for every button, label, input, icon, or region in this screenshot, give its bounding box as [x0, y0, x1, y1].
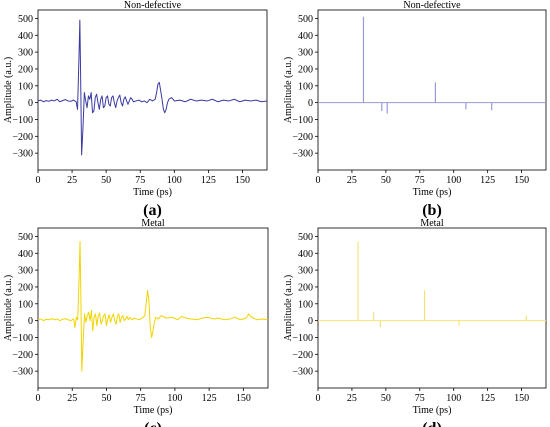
y-tick-label: −100 — [292, 333, 313, 344]
x-tick-label: 50 — [101, 393, 111, 404]
plot-frame — [37, 227, 269, 389]
y-tick-label: 0 — [308, 316, 313, 327]
panel-label: (b) — [422, 202, 442, 219]
y-tick-label: −300 — [292, 149, 313, 160]
chart-panel-c: Metal 500 400 300 200 100 0 −100 −200 −300 0 25 50 75… — [3, 218, 269, 427]
y-tick-label: 100 — [18, 81, 33, 92]
y-tick-label: 100 — [298, 299, 313, 310]
y-tick-label: 500 — [298, 14, 313, 25]
y-tick-label: −100 — [292, 115, 313, 126]
y-tick-label: 400 — [298, 249, 313, 260]
y-tick-label: 500 — [298, 232, 313, 243]
x-tick-label: 100 — [167, 175, 182, 186]
x-axis-label: Time (ps) — [413, 187, 452, 198]
y-axis-label: Amplitude (a.u.) — [3, 275, 14, 341]
x-tick-label: 75 — [415, 175, 425, 186]
y-axis-label: Amplitude (a.u.) — [3, 57, 14, 123]
y-axis-label: Amplitude (a.u.) — [283, 57, 294, 123]
panel-label: (c) — [144, 420, 162, 427]
series-line — [37, 240, 269, 372]
x-tick-label: 0 — [36, 175, 41, 186]
y-tick-label: −300 — [292, 367, 313, 378]
y-tick-label: 200 — [18, 282, 33, 293]
y-tick-label: 300 — [298, 48, 313, 59]
plot-frame — [37, 9, 268, 171]
x-tick-label: 100 — [446, 393, 461, 404]
x-tick-label: 75 — [415, 393, 425, 404]
chart-panel-b: Non-defective5004003002001000−100−200−30… — [283, 0, 547, 219]
x-axis-label: Time (ps) — [133, 187, 172, 198]
y-tick-label: 200 — [298, 282, 313, 293]
y-tick-label: 400 — [18, 31, 33, 42]
x-tick-label: 125 — [480, 393, 495, 404]
chart-title: Non-defective — [124, 0, 182, 11]
chart-title: Non-defective — [403, 0, 461, 11]
y-tick-label: 100 — [298, 81, 313, 92]
y-tick-label: −100 — [12, 115, 33, 126]
y-tick-label: 500 — [18, 14, 33, 25]
x-tick-label: 25 — [347, 175, 357, 186]
x-tick-label: 0 — [36, 393, 41, 404]
x-tick-label: 150 — [514, 393, 529, 404]
x-tick-label: 125 — [202, 393, 217, 404]
x-tick-label: 150 — [514, 175, 529, 186]
y-tick-label: 100 — [18, 299, 33, 310]
x-axis-label: Time (ps) — [134, 405, 173, 416]
y-tick-label: 400 — [18, 249, 33, 260]
y-tick-label: −200 — [292, 350, 313, 361]
x-axis-label: Time (ps) — [413, 405, 452, 416]
x-tick-label: 25 — [347, 393, 357, 404]
y-tick-label: 200 — [298, 64, 313, 75]
x-tick-label: 50 — [101, 175, 111, 186]
y-tick-label: 0 — [28, 316, 33, 327]
y-axis-label: Amplitude (a.u.) — [283, 275, 294, 341]
x-tick-label: 150 — [236, 393, 251, 404]
x-tick-label: 150 — [235, 175, 250, 186]
x-tick-label: 25 — [67, 393, 77, 404]
x-tick-label: 0 — [316, 175, 321, 186]
x-tick-label: 100 — [167, 393, 182, 404]
y-tick-label: −200 — [12, 132, 33, 143]
panel-label: (d) — [422, 420, 442, 427]
y-tick-label: 0 — [28, 98, 33, 109]
y-tick-label: −200 — [12, 350, 33, 361]
x-tick-label: 50 — [381, 393, 391, 404]
y-tick-label: 500 — [18, 232, 33, 243]
panel-label: (a) — [143, 202, 162, 219]
chart-title: Metal — [420, 218, 444, 229]
chart-panel-a: Non-defective5004003002001000−100−200−30… — [3, 0, 268, 219]
x-tick-label: 100 — [446, 175, 461, 186]
plot-frame — [317, 9, 547, 171]
series-line — [37, 19, 268, 156]
chart-title: Metal — [141, 218, 165, 229]
x-tick-label: 75 — [135, 175, 145, 186]
x-tick-label: 0 — [316, 393, 321, 404]
y-tick-label: 300 — [18, 48, 33, 59]
y-tick-label: −200 — [292, 132, 313, 143]
x-tick-label: 125 — [201, 175, 216, 186]
y-tick-label: −300 — [12, 149, 33, 160]
x-tick-label: 75 — [136, 393, 146, 404]
x-tick-label: 25 — [67, 175, 77, 186]
chart-panel-d: Metal 500 400 300 200 100 0 −100 −200 −300 0 25 50 75… — [283, 218, 547, 427]
y-tick-label: 300 — [298, 266, 313, 277]
x-tick-label: 125 — [480, 175, 495, 186]
y-tick-label: 300 — [18, 266, 33, 277]
y-tick-label: −100 — [12, 333, 33, 344]
x-tick-label: 50 — [381, 175, 391, 186]
y-tick-label: 0 — [308, 98, 313, 109]
y-tick-label: −300 — [12, 367, 33, 378]
y-tick-label: 200 — [18, 64, 33, 75]
plot-frame — [317, 227, 547, 389]
y-tick-label: 400 — [298, 31, 313, 42]
